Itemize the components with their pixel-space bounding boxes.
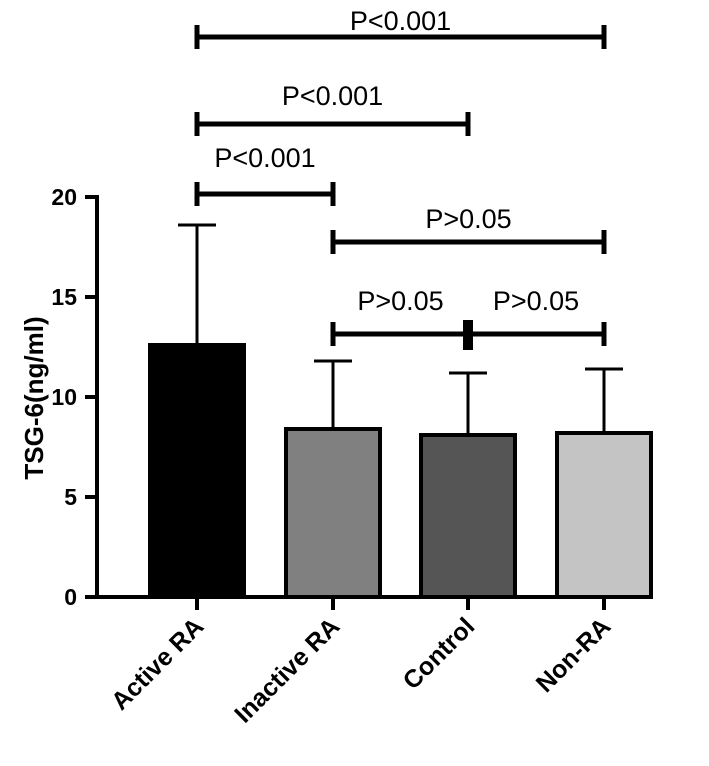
category-label: Active RA — [106, 612, 209, 715]
p-value-label: P<0.001 — [282, 81, 383, 111]
p-value-label: P>0.05 — [425, 204, 511, 234]
bracket-junction — [463, 320, 473, 350]
p-value-label: P<0.001 — [214, 143, 315, 173]
category-label: Control — [398, 612, 481, 695]
p-value-label: P>0.05 — [493, 286, 579, 316]
category-label: Non-RA — [531, 612, 617, 698]
bar — [284, 427, 382, 599]
y-tick-label: 0 — [64, 584, 77, 610]
bar — [555, 431, 653, 599]
y-tick-label: 5 — [64, 484, 77, 510]
p-value-label: P>0.05 — [357, 286, 443, 316]
p-value-label: P<0.001 — [350, 6, 451, 36]
y-axis-label: TSG-6(ng/ml) — [19, 316, 49, 479]
y-tick-label: 15 — [51, 284, 77, 310]
category-label: Inactive RA — [229, 612, 345, 728]
y-tick-label: 10 — [51, 384, 77, 410]
bar — [419, 433, 517, 599]
y-tick-label: 20 — [51, 184, 77, 210]
bar — [148, 343, 246, 599]
